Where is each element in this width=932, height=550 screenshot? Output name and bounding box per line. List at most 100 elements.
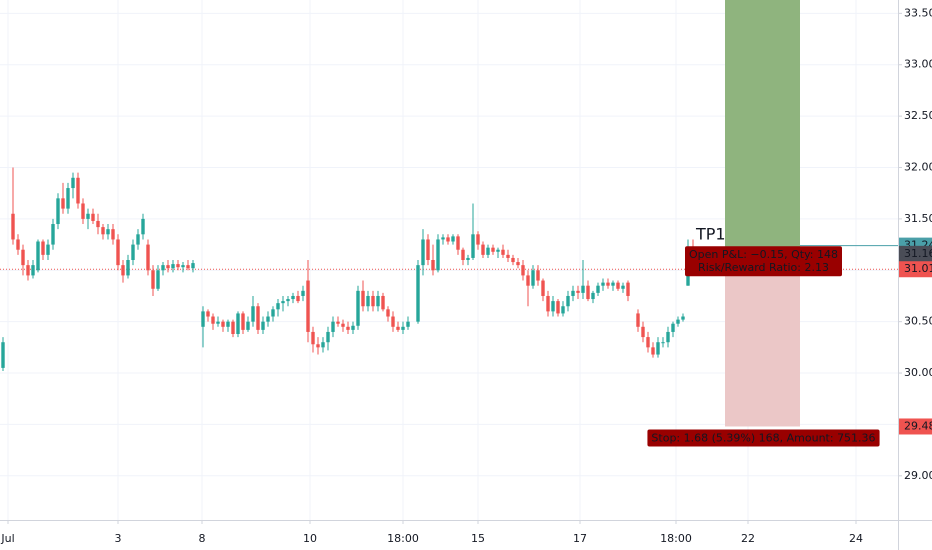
candle-body [16, 239, 20, 250]
candle-body [86, 213, 90, 219]
candle-body [216, 321, 220, 324]
candle-body [21, 249, 25, 266]
candle-body [31, 265, 35, 276]
candle-body [51, 224, 55, 245]
candle-body [271, 309, 275, 317]
candle-body [426, 239, 430, 260]
x-tick-label: 10 [303, 532, 317, 545]
candle-body [221, 321, 225, 327]
stop-info-bg [647, 429, 880, 447]
candle-body [76, 177, 80, 204]
candle-body [391, 316, 395, 327]
y-tick-label: 33.00 [904, 58, 932, 71]
candle-body [556, 301, 560, 314]
candle-body [651, 347, 655, 355]
candle-body [436, 239, 440, 271]
candle-body [296, 295, 300, 302]
candle-body [301, 290, 305, 296]
candle-body [236, 313, 240, 334]
y-tick-label: 30.50 [904, 315, 932, 328]
candle-body [496, 249, 500, 252]
x-tick-label: 3 [115, 532, 122, 545]
candle-body [241, 313, 245, 330]
x-tick-label: 18:00 [387, 532, 419, 545]
candle-body [601, 282, 605, 286]
candle-body [226, 321, 230, 327]
candle-body [606, 282, 610, 286]
entry-info-bg [685, 246, 843, 277]
candle-body [516, 262, 520, 266]
candle-body [576, 290, 580, 293]
candle-body [1, 342, 5, 368]
candle-body [151, 270, 155, 289]
candle-body [431, 260, 435, 271]
candle-body [176, 264, 180, 268]
candle-body [526, 275, 530, 286]
candle-body [136, 234, 140, 245]
x-tick-label: 18:00 [660, 532, 692, 545]
candle-body [466, 257, 470, 260]
candle-body [501, 249, 505, 255]
x-tick-label: 8 [199, 532, 206, 545]
candle-body [376, 295, 380, 307]
candle-body [421, 239, 425, 266]
candle-body [321, 342, 325, 348]
candle-body [256, 306, 260, 330]
candle-body [106, 229, 110, 235]
candle-body [406, 321, 410, 327]
candle-body [326, 331, 330, 343]
candle-body [366, 295, 370, 307]
profit-zone [725, 0, 800, 270]
candle-body [481, 244, 485, 255]
candle-body [276, 303, 280, 310]
candle-body [181, 265, 185, 268]
stop-info-text: Stop: 1.68 (5.39%) 168, Amount: 751.36 [651, 431, 875, 444]
candle-body [461, 249, 465, 260]
candle-body [546, 295, 550, 312]
candle-body [246, 321, 250, 330]
candle-body [661, 342, 665, 344]
candle-body [666, 331, 670, 343]
candle-body [91, 213, 95, 221]
y-tick-label: 33.50 [904, 6, 932, 19]
candle-body [156, 270, 160, 289]
candle-body [396, 326, 400, 330]
candle-body [281, 301, 285, 304]
candle-body [491, 247, 495, 252]
price-label: 31.01 [904, 262, 932, 275]
y-tick-label: 32.00 [904, 161, 932, 174]
loss-zone [725, 269, 800, 427]
candle-body [541, 280, 545, 296]
candle-body [81, 203, 85, 219]
candle-body [211, 316, 215, 324]
candle-body [291, 295, 295, 300]
candle-body [591, 292, 595, 300]
candle-body [261, 321, 265, 330]
candle-body [351, 325, 355, 330]
price-label-bg [899, 245, 932, 262]
candle-body [551, 301, 555, 312]
candle-body [476, 234, 480, 245]
candle-body [581, 285, 585, 293]
candle-body [571, 290, 575, 296]
candle-body [566, 295, 570, 307]
candle-body [401, 326, 405, 330]
candle-body [46, 244, 50, 255]
y-tick-label: 29.00 [904, 469, 932, 482]
x-tick-label: 15 [471, 532, 485, 545]
annotations: TP1 Open P&L: −0.15, Qty: 148Risk/Reward … [647, 225, 898, 447]
price-label: 29.48 [904, 419, 932, 432]
candle-body [531, 270, 535, 286]
candle-body [71, 177, 75, 189]
candle-body [471, 234, 475, 258]
candle-body [671, 323, 675, 332]
candle-body [41, 241, 45, 255]
tp-label: TP1 [695, 225, 726, 244]
candle-body [646, 337, 650, 348]
candle-body [416, 265, 420, 322]
candles [1, 167, 715, 371]
candle-body [626, 282, 630, 296]
candle-body [506, 254, 510, 258]
